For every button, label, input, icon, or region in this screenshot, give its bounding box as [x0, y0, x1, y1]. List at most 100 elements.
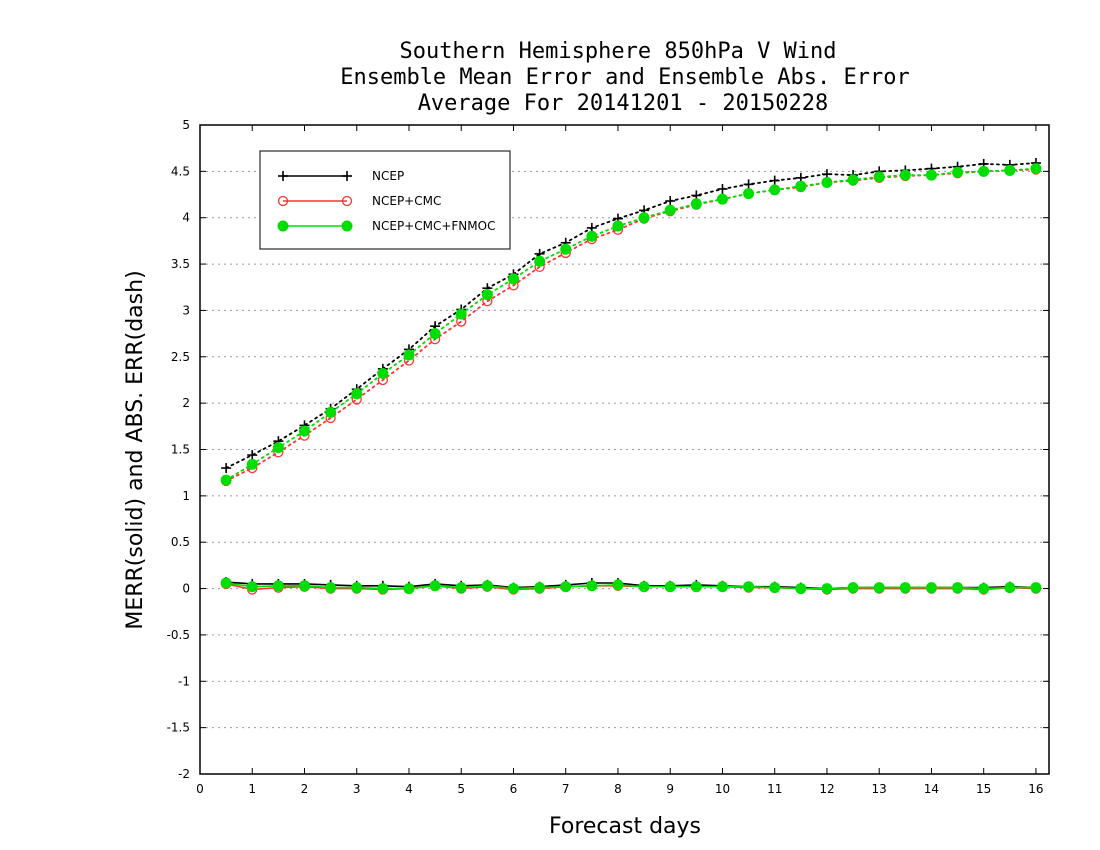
mean-error-point-ncep-cmc-fnmoc [743, 581, 755, 593]
x-tick-label: 12 [819, 782, 834, 796]
mean-error-point-ncep-cmc-fnmoc [664, 581, 676, 593]
abs-error-point-ncep-cmc-fnmoc [847, 174, 859, 186]
y-tick-label: 2 [182, 396, 190, 410]
x-tick-label: 15 [976, 782, 991, 796]
mean-error-point-ncep-cmc-fnmoc [534, 582, 546, 594]
mean-error-point-ncep-cmc-fnmoc [560, 581, 572, 593]
x-tick-label: 10 [715, 782, 730, 796]
abs-error-point-ncep-cmc-fnmoc [220, 474, 232, 486]
abs-error-point-ncep [665, 196, 676, 207]
abs-error-point-ncep [221, 463, 232, 474]
abs-error-point-ncep-cmc-fnmoc [507, 273, 519, 285]
y-tick-label: 4 [182, 211, 190, 225]
x-tick-label: 7 [562, 782, 570, 796]
abs-error-point-ncep-cmc-fnmoc [925, 169, 937, 181]
mean-error-point-ncep-cmc-fnmoc [769, 582, 781, 594]
y-tick-label: -1.5 [167, 721, 190, 735]
y-tick-label: 1.5 [171, 443, 190, 457]
abs-error-point-ncep-cmc-fnmoc [638, 212, 650, 224]
x-tick-label: 4 [405, 782, 413, 796]
mean-error-point-ncep-cmc-fnmoc [220, 577, 232, 589]
grid-layer [200, 170, 1049, 729]
legend-marker-left [277, 220, 289, 232]
mean-error-point-ncep-cmc-fnmoc [612, 579, 624, 591]
mean-error-point-ncep-cmc-fnmoc [481, 580, 493, 592]
legend-label: NCEP+CMC+FNMOC [372, 219, 495, 233]
abs-error-point-ncep-cmc-fnmoc [899, 169, 911, 181]
mean-error-point-ncep-cmc-fnmoc [847, 582, 859, 594]
abs-error-point-ncep-cmc-fnmoc [403, 349, 415, 361]
x-tick-label: 5 [457, 782, 465, 796]
abs-error-point-ncep-cmc-fnmoc [795, 180, 807, 192]
legend-label: NCEP+CMC [372, 194, 441, 208]
mean-error-point-ncep-cmc-fnmoc [978, 583, 990, 595]
mean-error-point-ncep-cmc-fnmoc [429, 580, 441, 592]
abs-error-point-ncep-cmc-fnmoc [429, 328, 441, 340]
mean-error-point-ncep-cmc-fnmoc [455, 582, 467, 594]
abs-error-point-ncep-cmc-fnmoc [952, 166, 964, 178]
mean-error-point-ncep-cmc-fnmoc [403, 583, 415, 595]
abs-error-point-ncep-cmc-fnmoc [298, 425, 310, 437]
abs-error-point-ncep-cmc-fnmoc [769, 184, 781, 196]
abs-error-point-ncep-cmc-fnmoc [534, 255, 546, 267]
legend-marker-right [341, 220, 353, 232]
ticks-layer: -2-1.5-1-0.500.511.522.533.544.550 1 2 3 4 5 6… [167, 118, 1049, 796]
mean-error-point-ncep-cmc-fnmoc [952, 582, 964, 594]
x-tick-label: 0 [196, 782, 204, 796]
x-tick-label: 3 [353, 782, 361, 796]
legend-marker-left [278, 171, 288, 181]
y-tick-label: -2 [178, 767, 190, 781]
mean-error-point-ncep-cmc-fnmoc [507, 583, 519, 595]
abs-error-point-ncep-cmc-fnmoc [246, 458, 258, 470]
mean-error-point-ncep-cmc-fnmoc [1030, 582, 1042, 594]
x-tick-label: 2 [301, 782, 309, 796]
x-tick-label: 6 [510, 782, 518, 796]
mean-error-point-ncep-cmc-fnmoc [272, 580, 284, 592]
abs-error-point-ncep-cmc-fnmoc [325, 406, 337, 418]
abs-error-point-ncep-cmc-fnmoc [586, 230, 598, 242]
y-tick-label: 0.5 [171, 535, 190, 549]
abs-error-point-ncep-cmc-fnmoc [978, 165, 990, 177]
abs-error-point-ncep-cmc-fnmoc [873, 171, 885, 183]
chart-title-line-3: Average For 20141201 - 20150228 [418, 91, 829, 116]
x-tick-label: 16 [1028, 782, 1043, 796]
abs-error-point-ncep-cmc-fnmoc [377, 367, 389, 379]
abs-error-point-ncep-cmc-fnmoc [481, 289, 493, 301]
mean-error-point-ncep-cmc-fnmoc [586, 580, 598, 592]
abs-error-point-ncep-cmc-fnmoc [716, 193, 728, 205]
x-tick-label: 9 [666, 782, 674, 796]
abs-error-point-ncep-cmc-fnmoc [612, 220, 624, 232]
y-tick-label: 2.5 [171, 350, 190, 364]
abs-error-point-ncep-cmc-fnmoc [351, 388, 363, 400]
abs-error-point-ncep [743, 179, 754, 190]
y-tick-label: 3 [182, 303, 190, 317]
mean-error-point-ncep-cmc-fnmoc [716, 581, 728, 593]
mean-error-point-ncep-cmc-fnmoc [1004, 582, 1016, 594]
abs-error-point-ncep-cmc-fnmoc [1030, 163, 1042, 175]
legend: NCEP NCEP+CMC NCEP+CMC+FNMOC [259, 150, 511, 250]
abs-error-point-ncep [717, 183, 728, 194]
mean-error-point-ncep-cmc-fnmoc [873, 582, 885, 594]
y-tick-label: -1 [178, 674, 190, 688]
mean-error-point-ncep-cmc-fnmoc [246, 581, 258, 593]
abs-error-point-ncep-cmc-fnmoc [560, 243, 572, 255]
mean-error-point-ncep-cmc-fnmoc [298, 580, 310, 592]
y-tick-label: 1 [182, 489, 190, 503]
mean-error-point-ncep-cmc-fnmoc [377, 583, 389, 595]
legend-item-ncep: NCEP [278, 169, 404, 183]
abs-error-point-ncep-cmc-fnmoc [455, 308, 467, 320]
abs-error-point-ncep-cmc-fnmoc [272, 442, 284, 454]
x-tick-label: 11 [767, 782, 782, 796]
abs-error-point-ncep [247, 450, 258, 461]
x-tick-label: 14 [924, 782, 939, 796]
y-tick-label: -0.5 [167, 628, 190, 642]
abs-error-point-ncep-cmc-fnmoc [1004, 164, 1016, 176]
mean-error-point-ncep-cmc-fnmoc [795, 583, 807, 595]
mean-error-point-ncep-cmc-fnmoc [638, 581, 650, 593]
abs-error-point-ncep-cmc-fnmoc [743, 188, 755, 200]
legend-box [259, 150, 511, 250]
y-tick-label: 3.5 [171, 257, 190, 271]
mean-error-point-ncep-cmc-fnmoc [351, 582, 363, 594]
legend-marker-right [342, 171, 352, 181]
